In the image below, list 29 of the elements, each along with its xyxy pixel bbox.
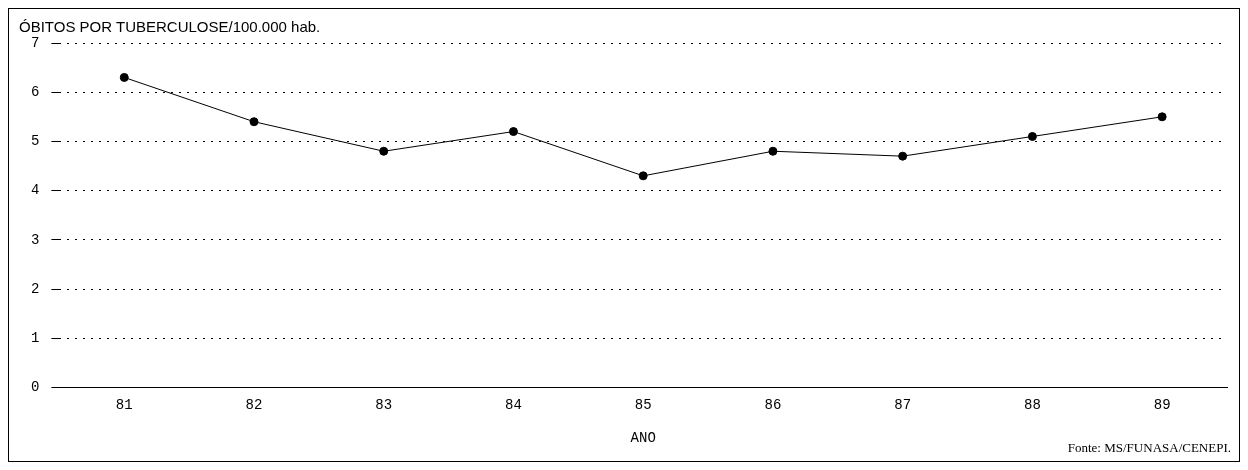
x-tick-label: 83 [375,396,393,413]
x-tick-label: 87 [894,396,912,413]
x-tick-label: 88 [1023,396,1041,413]
x-tick-label: 81 [115,396,133,413]
x-axis-title: ANO [630,430,656,447]
source-note: Fonte: MS/FUNASA/CENEPI. [1067,439,1231,455]
x-tick-label: 85 [634,396,652,413]
point [638,171,648,181]
point [379,146,389,156]
y-tick-label: 6 [31,83,40,100]
point [1027,131,1037,141]
y-tick-label: 2 [31,280,40,297]
y-tick-label: 4 [31,182,40,199]
point [119,72,129,82]
point [898,151,908,161]
point [1157,112,1167,122]
y-tick-label: 5 [31,133,40,150]
y-tick-label: 1 [31,329,40,346]
x-tick-label: 89 [1153,396,1171,413]
y-tick-label: 3 [31,231,40,248]
point [249,117,259,127]
x-tick-label: 84 [505,396,522,413]
y-tick-label: 0 [31,379,40,396]
point [508,127,518,137]
x-tick-label: 82 [245,396,263,413]
chart-title: ÓBITOS POR TUBERCULOSE/100.000 hab. [19,18,321,36]
x-tick-label: 86 [764,396,782,413]
y-tick-label: 7 [31,34,40,51]
point [768,146,778,156]
